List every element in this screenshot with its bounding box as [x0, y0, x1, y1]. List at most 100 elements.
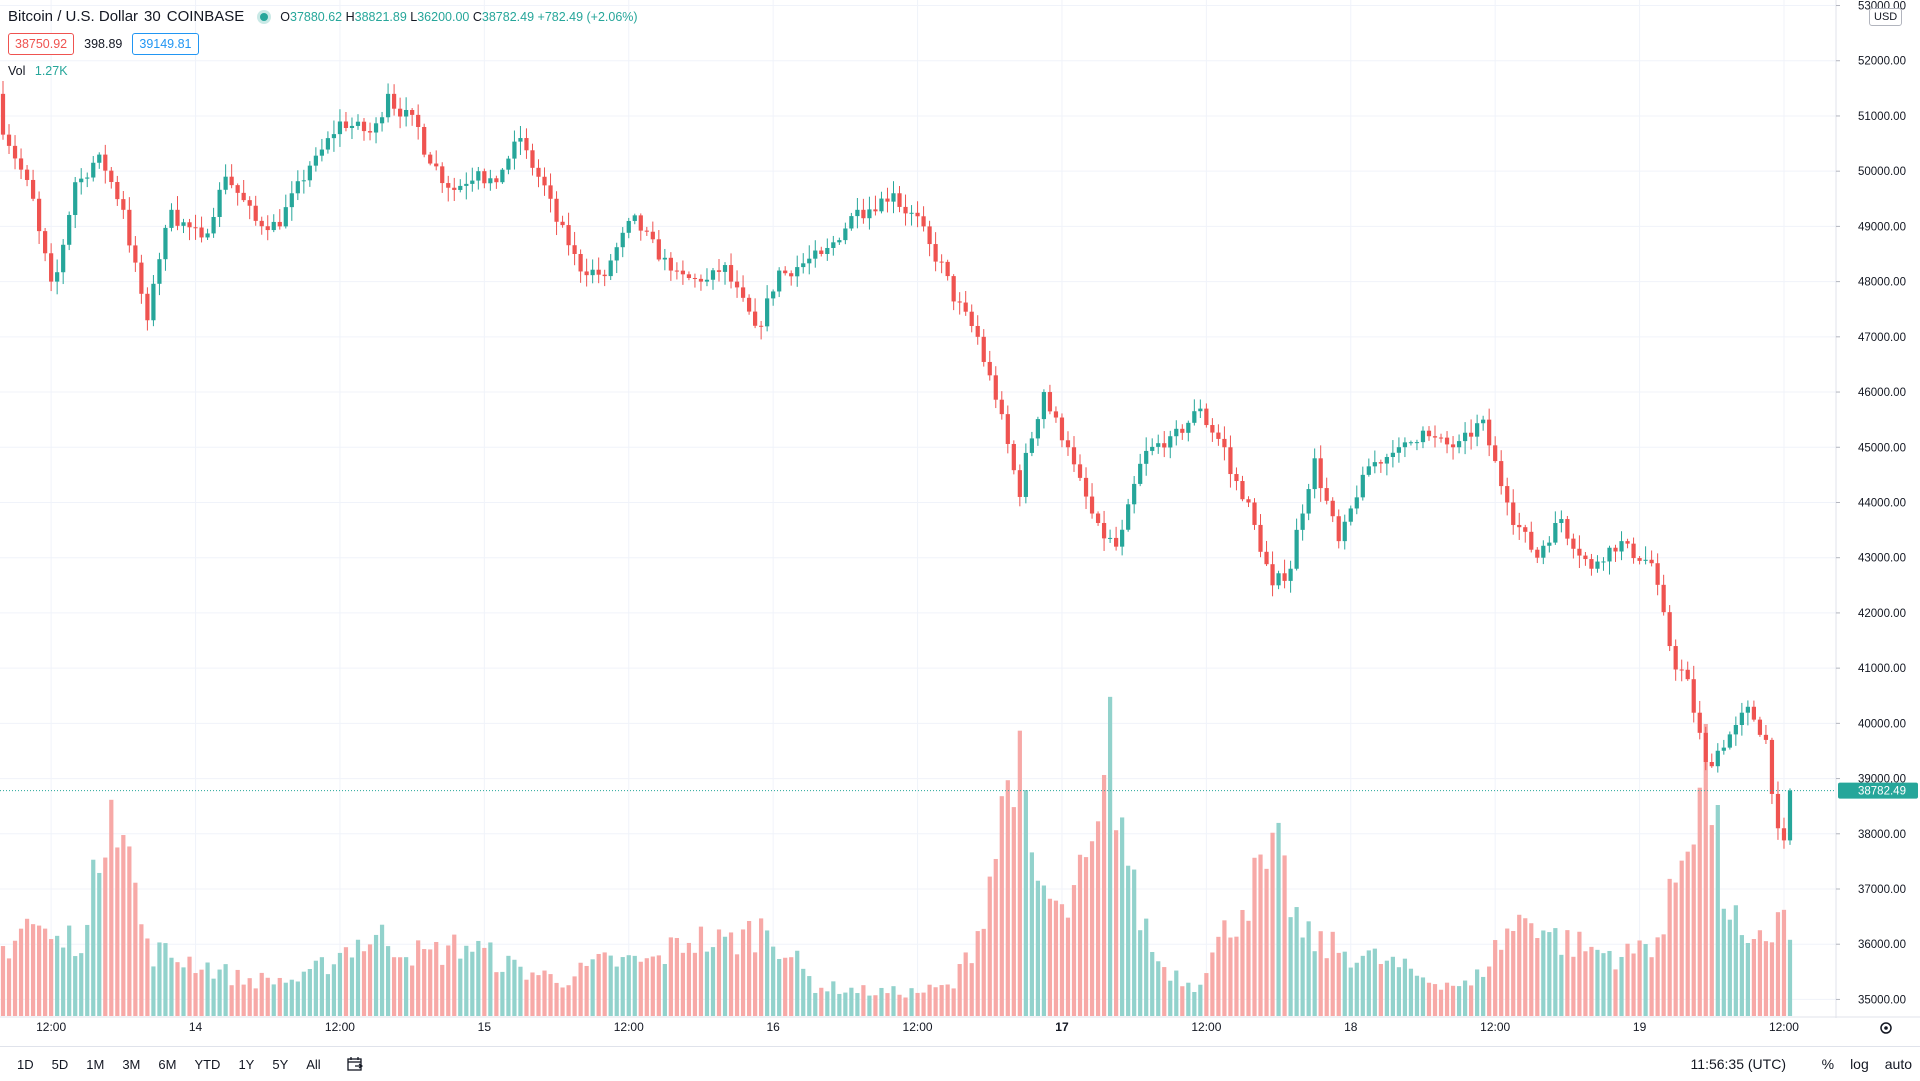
- range-button-ytd[interactable]: YTD: [194, 1056, 221, 1072]
- range-button-5y[interactable]: 5Y: [272, 1056, 289, 1072]
- candlestick-chart[interactable]: 35000.00 36000.00 37000.00 38000.00 39000.00…: [0, 0, 1920, 1046]
- candle-body: [416, 114, 421, 127]
- volume-bar: [1114, 830, 1119, 1016]
- candle-body: [704, 279, 710, 282]
- volume-bar: [12, 940, 18, 1016]
- candle-body: [843, 228, 848, 241]
- candle: [235, 183, 240, 206]
- volume-bar: [1065, 917, 1071, 1016]
- candle-body: [1396, 447, 1402, 453]
- candle: [903, 194, 908, 226]
- sell-price-button[interactable]: 38750.92: [8, 33, 75, 55]
- candle: [1649, 550, 1654, 567]
- candle: [1655, 553, 1660, 596]
- log-scale-toggle[interactable]: log: [1850, 1056, 1869, 1072]
- candle: [524, 128, 529, 159]
- volume-bar: [1601, 953, 1606, 1016]
- buy-price-button[interactable]: 39149.81: [132, 33, 199, 55]
- time-tick-label: 16: [766, 1020, 780, 1034]
- candle: [1114, 526, 1119, 551]
- candle-body: [1300, 513, 1305, 530]
- candle-body: [921, 216, 926, 227]
- auto-scale-toggle[interactable]: auto: [1884, 1056, 1912, 1072]
- candle-body: [1264, 551, 1269, 565]
- volume-bar: [488, 942, 493, 1016]
- candle-body: [1390, 452, 1395, 458]
- volume-legend[interactable]: Vol 1.27K: [8, 64, 638, 78]
- candle-body: [1493, 445, 1498, 462]
- volume-bar: [1595, 949, 1600, 1016]
- candle-body: [1721, 747, 1726, 751]
- candle: [1258, 514, 1263, 558]
- candle: [957, 292, 962, 315]
- volume-bar: [67, 925, 72, 1016]
- candle: [873, 195, 878, 216]
- range-button-1m[interactable]: 1M: [86, 1056, 105, 1072]
- range-button-1d[interactable]: 1D: [17, 1056, 34, 1072]
- candle: [897, 186, 902, 213]
- price-tick-label: 51000.00: [1858, 111, 1906, 123]
- range-button-3m[interactable]: 3M: [122, 1056, 141, 1072]
- candle-body: [873, 209, 878, 212]
- candle-body: [512, 141, 517, 159]
- candle: [163, 224, 168, 271]
- volume-bar: [1077, 854, 1083, 1016]
- range-button-1y[interactable]: 1Y: [238, 1056, 255, 1072]
- candle: [1444, 431, 1450, 454]
- range-button-all[interactable]: All: [306, 1056, 321, 1072]
- range-button-6m[interactable]: 6M: [158, 1056, 177, 1072]
- candle-body: [476, 171, 481, 181]
- utc-clock[interactable]: 11:56:35 (UTC): [1690, 1056, 1786, 1072]
- candle: [1396, 437, 1402, 463]
- candle: [608, 254, 613, 281]
- currency-badge[interactable]: USD: [1869, 8, 1903, 26]
- candle-body: [422, 127, 427, 155]
- candle: [1005, 405, 1010, 454]
- volume-bar: [596, 953, 601, 1016]
- candle: [1408, 440, 1414, 446]
- volume-bar: [175, 962, 180, 1016]
- candle-body: [271, 221, 276, 231]
- candle: [771, 289, 776, 306]
- volume-bar: [765, 930, 770, 1016]
- candle-body: [644, 230, 649, 232]
- candle-body: [1366, 466, 1371, 475]
- calendar-goto-icon[interactable]: [346, 1055, 364, 1073]
- symbol-title[interactable]: Bitcoin / U.S. Dollar: [8, 8, 139, 25]
- volume-bar: [349, 957, 355, 1016]
- candle-body: [1282, 573, 1287, 581]
- candle-body: [398, 108, 403, 117]
- candle-body: [36, 198, 42, 232]
- candle-body: [1529, 531, 1534, 550]
- settings-gear-icon[interactable]: [1880, 1022, 1892, 1034]
- candle: [121, 191, 126, 219]
- range-button-5d[interactable]: 5D: [51, 1056, 69, 1072]
- candle: [1318, 445, 1323, 502]
- interval-label[interactable]: 30: [144, 8, 161, 25]
- candle: [1228, 435, 1233, 488]
- candle: [945, 259, 950, 281]
- candle: [686, 271, 692, 281]
- candle: [1631, 537, 1636, 564]
- candle: [614, 242, 619, 274]
- volume-bar: [993, 858, 998, 1016]
- candle-body: [969, 311, 974, 326]
- volume-bar: [1721, 908, 1726, 1016]
- candle-body: [1186, 422, 1191, 433]
- volume-bar: [241, 984, 246, 1016]
- candle-body: [1559, 519, 1564, 524]
- candle-body: [1336, 516, 1341, 542]
- percent-scale-toggle[interactable]: %: [1821, 1056, 1835, 1072]
- candle: [1523, 524, 1528, 543]
- candle-body: [1739, 712, 1744, 725]
- candle-body: [680, 270, 686, 275]
- candle-body: [97, 154, 102, 163]
- candle-body: [355, 121, 361, 126]
- candle: [933, 232, 938, 272]
- candle: [1264, 540, 1269, 567]
- candle-body: [1204, 408, 1209, 426]
- time-tick-label: 12:00: [614, 1020, 644, 1034]
- candle: [277, 209, 282, 230]
- candle: [1499, 450, 1504, 495]
